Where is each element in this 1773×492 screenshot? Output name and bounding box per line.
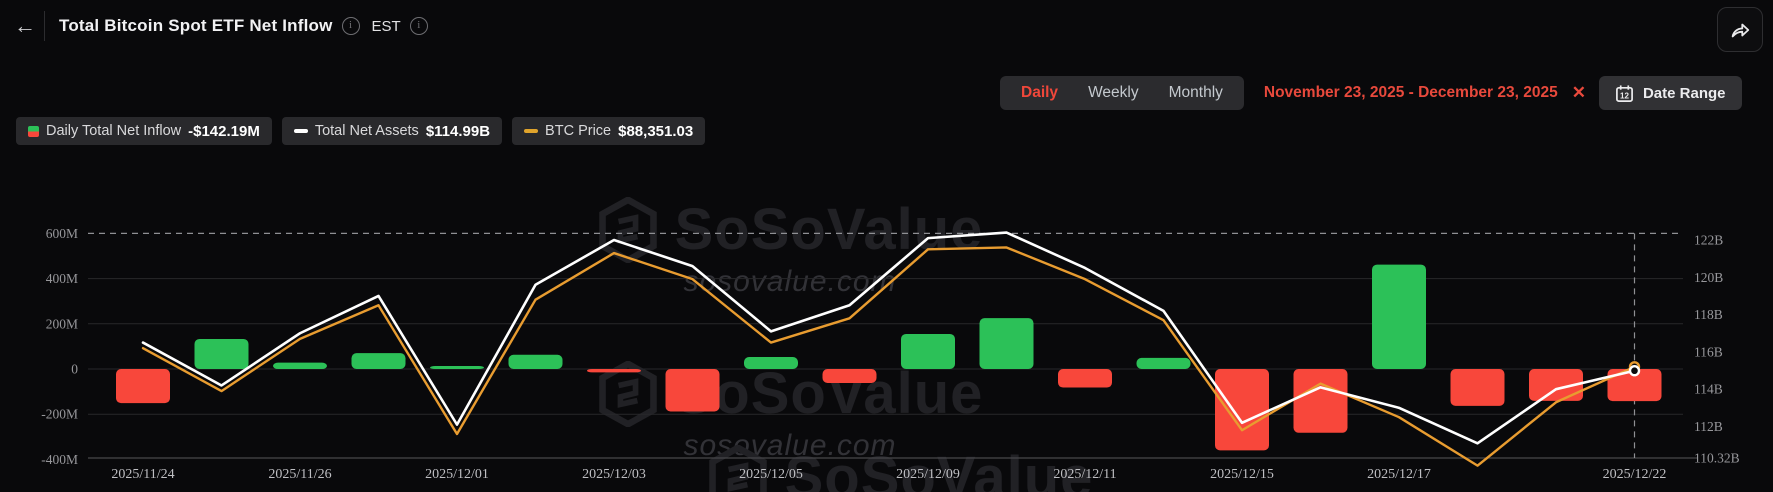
bar-2025/12/09[interactable]	[901, 333, 955, 369]
bar-2025/12/17[interactable]	[1372, 264, 1426, 369]
bar-2025/12/01[interactable]	[430, 366, 484, 369]
info-icon[interactable]: i	[341, 17, 360, 35]
bar-2025/12/16[interactable]	[1293, 369, 1348, 433]
legend-item-net-assets[interactable]: Total Net Assets $114.99B	[281, 117, 503, 145]
page-title: Total Bitcoin Spot ETF Net Inflow	[59, 16, 333, 35]
calendar-icon: 12	[1616, 84, 1633, 102]
date-range-button-label: Date Range	[1642, 84, 1726, 102]
svg-text:12: 12	[1620, 91, 1629, 100]
x-axis-tick: 2025/12/11	[1053, 467, 1116, 482]
x-axis-tick: 2025/12/05	[739, 467, 803, 482]
left-axis-tick: -200M	[41, 407, 78, 422]
bar-2025/12/22[interactable]	[1607, 369, 1662, 402]
left-axis-tick: 400M	[46, 271, 78, 286]
right-axis-tick: 110.32B	[1694, 450, 1740, 465]
right-axis-tick: 118B	[1694, 307, 1723, 322]
date-range-button[interactable]: 12 Date Range	[1598, 76, 1742, 110]
back-arrow-icon[interactable]: ←	[14, 13, 36, 38]
tab-weekly[interactable]: Weekly	[1088, 84, 1139, 101]
info-icon[interactable]: i	[409, 17, 428, 35]
date-range-text: November 23, 2025 - December 23, 2025	[1263, 84, 1558, 101]
legend-value: -$142.19M	[188, 122, 260, 140]
x-axis-tick: 2025/12/09	[896, 467, 960, 482]
tab-monthly[interactable]: Monthly	[1168, 84, 1223, 101]
x-axis-tick: 2025/12/17	[1367, 467, 1431, 482]
bar-2025/12/05[interactable]	[744, 357, 798, 369]
x-axis-tick: 2025/12/15	[1210, 467, 1274, 482]
right-axis-tick: 122B	[1694, 233, 1723, 248]
controls-row: Daily Weekly Monthly November 23, 2025 -…	[1000, 76, 1742, 110]
right-axis-tick: 114B	[1694, 382, 1723, 397]
bar-2025/11/28[interactable]	[351, 353, 406, 369]
close-icon[interactable]: ✕	[1571, 83, 1586, 102]
legend-label: Total Net Assets	[314, 123, 419, 139]
x-axis-tick: 2025/11/26	[268, 467, 331, 482]
legend-value: $88,351.03	[618, 122, 694, 140]
left-axis-tick: 200M	[46, 316, 78, 331]
share-button[interactable]	[1717, 7, 1763, 52]
white-dash-icon	[293, 129, 308, 133]
x-axis-tick: 2025/12/22	[1603, 467, 1667, 482]
bar-2025/12/15[interactable]	[1215, 369, 1269, 451]
bar-2025/11/24[interactable]	[116, 369, 170, 404]
bar-2025/12/02[interactable]	[508, 354, 563, 369]
bar-2025/12/19[interactable]	[1529, 369, 1583, 401]
legend-item-net-inflow[interactable]: Daily Total Net Inflow -$142.19M	[16, 117, 272, 145]
left-axis-tick: 0	[71, 362, 78, 377]
header: ← Total Bitcoin Spot ETF Net Inflow i ES…	[0, 0, 1773, 52]
left-axis-tick: 600M	[46, 226, 78, 241]
bar-2025/12/04[interactable]	[665, 369, 720, 412]
legend-label: BTC Price	[545, 123, 612, 139]
right-axis-tick: 112B	[1694, 419, 1723, 434]
est-label: EST	[371, 17, 401, 35]
bar-2025/12/03[interactable]	[587, 369, 641, 373]
legend-label: Daily Total Net Inflow	[46, 123, 182, 139]
left-axis-tick: -400M	[41, 452, 78, 467]
bar-split-icon	[28, 125, 39, 137]
right-axis-tick: 116B	[1694, 344, 1723, 359]
bar-2025/12/08[interactable]	[822, 369, 877, 384]
bar-2025/12/10[interactable]	[979, 318, 1034, 369]
header-divider	[44, 11, 45, 41]
x-axis-tick: 2025/11/24	[111, 467, 174, 482]
bar-2025/12/12[interactable]	[1136, 357, 1191, 369]
net-assets-line	[141, 231, 1636, 445]
bar-2025/11/26[interactable]	[273, 362, 327, 369]
legend-item-btc-price[interactable]: BTC Price $88,351.03	[512, 117, 706, 145]
bar-2025/12/18[interactable]	[1450, 369, 1505, 406]
bar-2025/11/25[interactable]	[194, 338, 249, 369]
tab-daily[interactable]: Daily	[1021, 84, 1059, 101]
right-axis-tick: 120B	[1694, 270, 1723, 285]
orange-dash-icon	[524, 129, 539, 133]
legend-value: $114.99B	[425, 122, 491, 140]
net-assets-marker	[1628, 365, 1641, 377]
chart-legend: Daily Total Net Inflow -$142.19M Total N…	[16, 117, 706, 145]
interval-tabs: Daily Weekly Monthly	[1000, 76, 1244, 110]
x-axis-tick: 2025/12/03	[582, 467, 646, 482]
share-icon	[1731, 23, 1750, 37]
bar-2025/12/11[interactable]	[1058, 369, 1112, 388]
x-axis-tick: 2025/12/01	[425, 467, 489, 482]
btc-price-line	[141, 246, 1636, 467]
